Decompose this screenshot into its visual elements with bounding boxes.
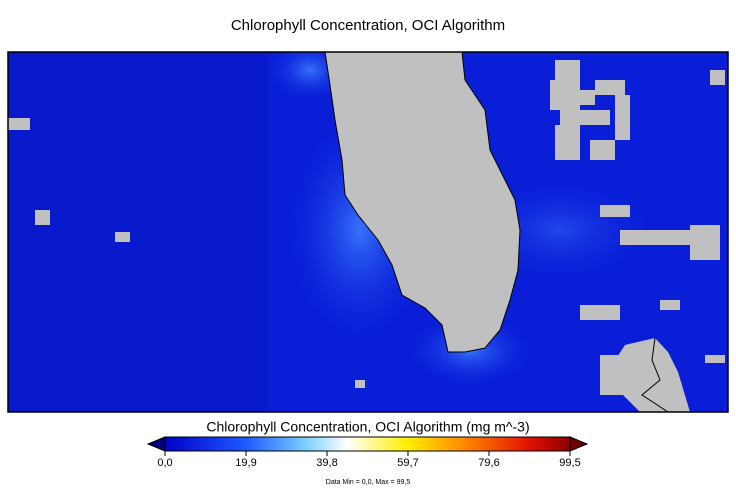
data-range-note: Data Min = 0,0, Max = 99,5	[326, 479, 411, 486]
ocean-deep	[8, 52, 268, 412]
cloud	[612, 338, 690, 412]
colorbar-tick-label: 99,5	[559, 457, 580, 469]
colorbar-under	[146, 436, 166, 452]
colorbar-tick-label: 39,8	[316, 457, 337, 469]
colorbar-tick-label: 59,7	[397, 457, 418, 469]
colorbar-tick-label: 79,6	[478, 457, 499, 469]
coastline	[641, 337, 669, 412]
colorbar-ticks: 0,0 19,9 39,8 59,7 79,6 99,5	[157, 451, 581, 469]
colorbar-tick-label: 19,9	[235, 457, 256, 469]
map	[8, 52, 728, 412]
colorbar	[164, 436, 571, 452]
map-title: Chlorophyll Concentration, OCI Algorithm	[231, 17, 505, 34]
clouds	[8, 60, 725, 395]
colorbar-over	[569, 436, 589, 452]
florida	[324, 52, 521, 353]
map-frame	[7, 51, 729, 413]
colorbar-label: Chlorophyll Concentration, OCI Algorithm…	[206, 419, 529, 435]
colorbar-tick-label: 0,0	[157, 457, 172, 469]
